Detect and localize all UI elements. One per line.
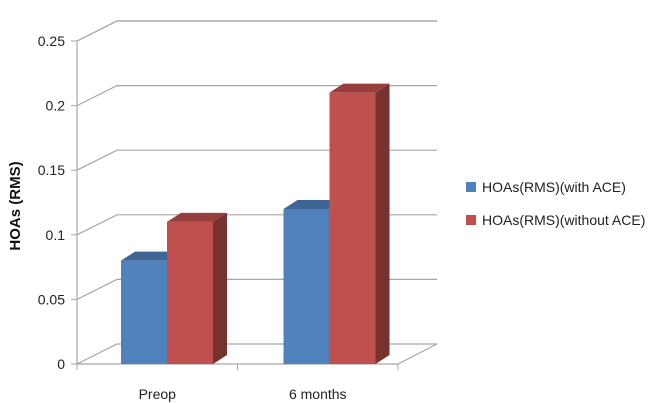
legend-label-without-ace: HOAs(RMS)(without ACE) [482,212,646,228]
legend: HOAs(RMS)(with ACE) HOAs(RMS)(without AC… [466,176,645,242]
y-tick-label: 0.1 [46,227,66,243]
y-tick-label: 0.25 [38,33,65,49]
bar-top [329,83,390,93]
x-tick-labels: Preop 6 months [139,386,347,402]
bar-top [121,251,181,261]
legend-swatch-with-ace [466,182,476,192]
legend-label-with-ace: HOAs(RMS)(with ACE) [482,179,626,195]
bar-top [283,199,344,209]
bar-front [283,208,330,364]
bar-front [329,92,376,365]
bar [167,212,227,364]
y-tick-label: 0.15 [38,162,65,178]
bar-top [167,212,227,222]
bar-front [121,260,167,364]
bar-side [213,212,227,364]
y-tick-label: 0.05 [38,291,65,307]
x-tick-label: 6 months [289,386,347,402]
bars [121,83,390,365]
legend-item-without-ace: HOAs(RMS)(without ACE) [466,209,645,231]
x-tick-label: Preop [139,386,177,402]
back-wall-top [76,20,437,42]
legend-item-with-ace: HOAs(RMS)(with ACE) [466,176,645,198]
y-tick-label: 0.2 [46,98,66,114]
y-tick-labels: 0 0.05 0.1 0.15 0.2 0.25 [38,33,65,372]
bar [329,83,390,365]
y-tick-label: 0 [57,356,65,372]
bar-side [375,83,390,365]
gridline [76,84,437,107]
bar-front [167,221,213,364]
legend-swatch-without-ace [466,215,476,225]
y-axis-title: HOAs (RMS) [7,161,24,250]
gridline [76,20,437,42]
